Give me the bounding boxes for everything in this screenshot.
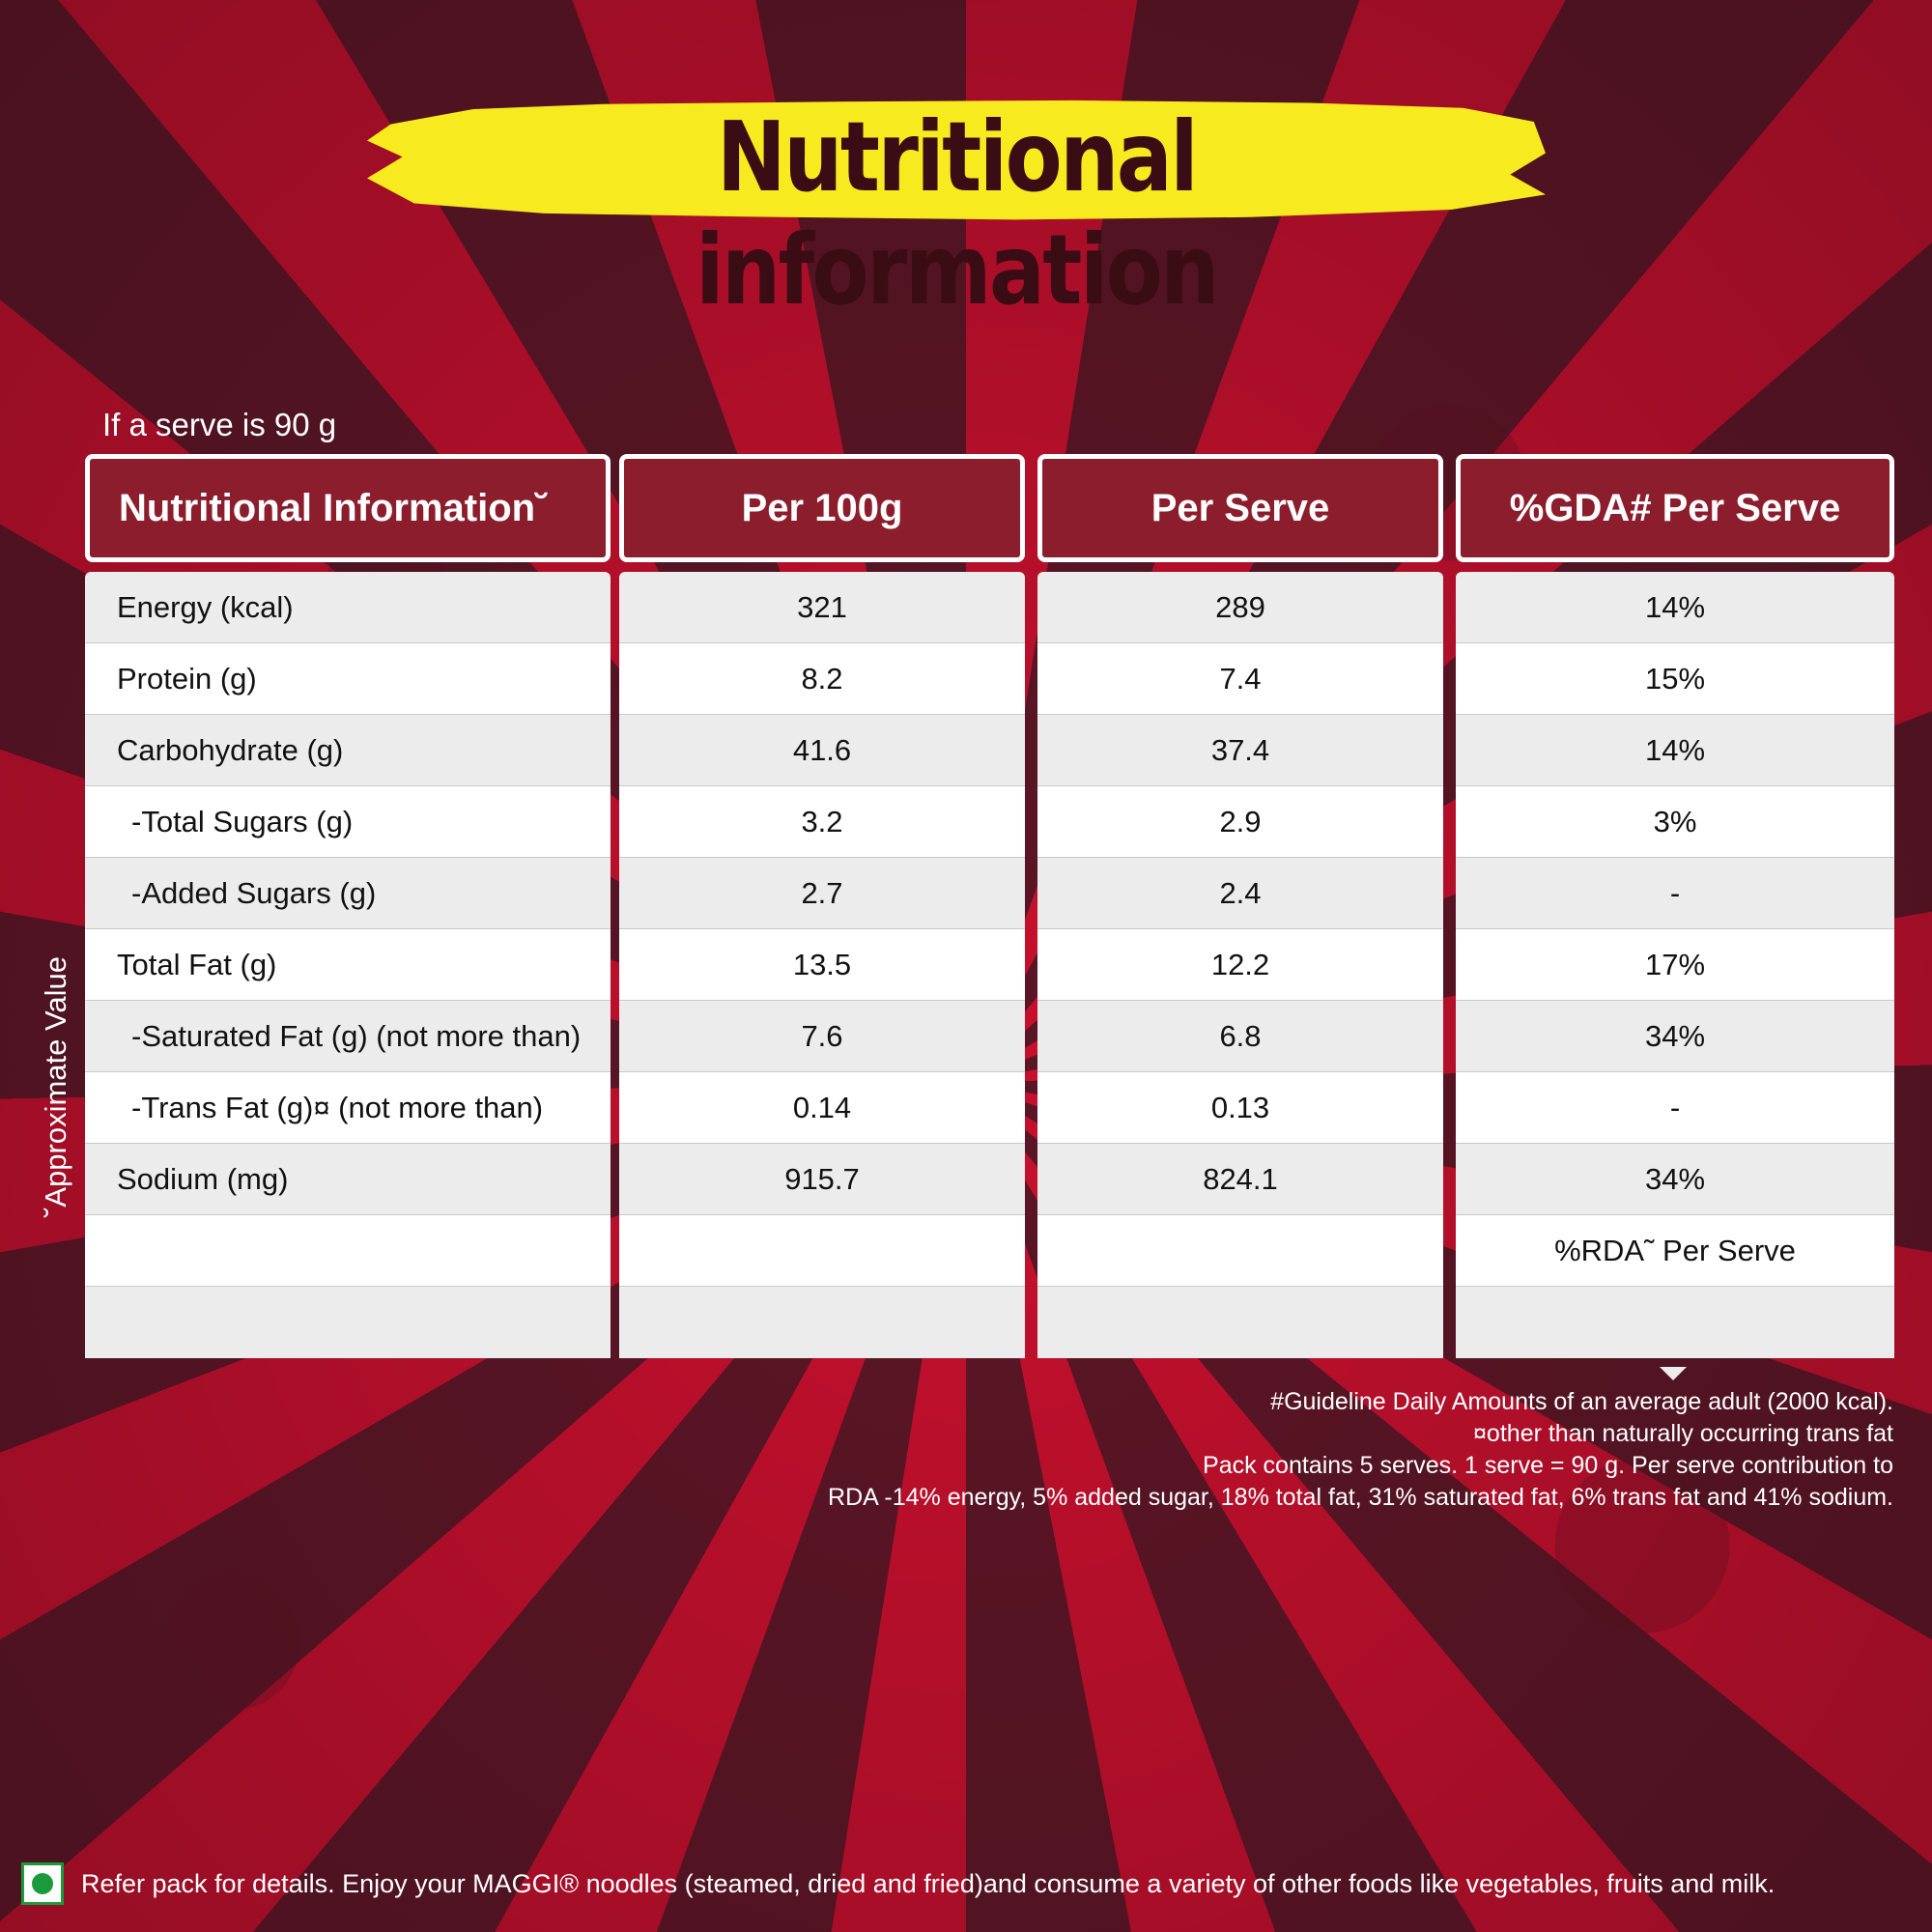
table-cell-per100: 7.6: [619, 1001, 1025, 1072]
table-cell-gda: -: [1456, 858, 1894, 929]
table-cell-perServe: 2.9: [1037, 786, 1443, 858]
table-cell-name: Protein (g): [85, 643, 611, 715]
table-cell-name: Total Fat (g): [85, 929, 611, 1001]
table-cell-perServe: 289: [1037, 572, 1443, 643]
table-cell-gda: %RDA˜ Per Serve: [1456, 1215, 1894, 1287]
column-nutrient: Nutritional Information˘ Energy (kcal) Pr…: [85, 454, 611, 1358]
footnotes: #Guideline Daily Amounts of an average a…: [734, 1386, 1893, 1514]
table-cell-name: Carbohydrate (g): [85, 715, 611, 786]
table-cell-name: -Trans Fat (g)¤ (not more than): [85, 1072, 611, 1144]
table-cell-per100: [619, 1287, 1025, 1358]
table-cell-gda: [1456, 1287, 1894, 1358]
table-cell-name: Sodium (mg): [85, 1144, 611, 1215]
table-cell-gda: 15%: [1456, 643, 1894, 715]
column-per-100g: Per 100g 321 8.2 41.6 3.2 2.7 13.5 7.6 0.14 915.…: [619, 454, 1025, 1358]
table-cell-perServe: 0.13: [1037, 1072, 1443, 1144]
footnote-trans-fat: ¤other than naturally occurring trans fa…: [1473, 1420, 1893, 1447]
serve-size-note: If a serve is 90 g: [102, 407, 337, 442]
table-cell-gda: 34%: [1456, 1144, 1894, 1215]
bottom-note: Refer pack for details. Enjoy your MAGGI…: [81, 1868, 1776, 1898]
table-cell-gda: 14%: [1456, 715, 1894, 786]
table-cell-gda: -: [1456, 1072, 1894, 1144]
per-serve-values: 289 7.4 37.4 2.9 2.4 12.2 6.8 0.13 824.1: [1037, 572, 1443, 1358]
table-cell-name: [85, 1287, 611, 1358]
table-cell-name: [85, 1215, 611, 1287]
table-cell-gda: 14%: [1456, 572, 1894, 643]
table-cell-name: Energy (kcal): [85, 572, 611, 643]
veg-mark-icon: [21, 1862, 64, 1905]
approximate-value-note: ˘Approximate Value: [39, 956, 72, 1217]
table-cell-name: -Total Sugars (g): [85, 786, 611, 858]
table-cell-gda: 34%: [1456, 1001, 1894, 1072]
rda-pointer-arrow: [1660, 1367, 1687, 1380]
page-title: Nutritional information: [696, 100, 1219, 327]
header-per-serve: Per Serve: [1037, 454, 1443, 562]
table-cell-gda: 17%: [1456, 929, 1894, 1001]
table-cell-perServe: 37.4: [1037, 715, 1443, 786]
header-nutritional-information: Nutritional Information˘: [85, 454, 611, 562]
table-cell-per100: 915.7: [619, 1144, 1025, 1215]
bottom-disclaimer: Refer pack for details. Enjoy your MAGGI…: [21, 1862, 1775, 1905]
footnote-rda: RDA -14% energy, 5% added sugar, 18% tot…: [828, 1484, 1893, 1511]
table-cell-per100: 321: [619, 572, 1025, 643]
table-cell-per100: 3.2: [619, 786, 1025, 858]
table-cell-per100: 13.5: [619, 929, 1025, 1001]
yellow-brush-stroke: [367, 99, 1546, 220]
table-cell-per100: 8.2: [619, 643, 1025, 715]
table-cell-name: -Added Sugars (g): [85, 858, 611, 929]
table-cell-per100: 41.6: [619, 715, 1025, 786]
table-cell-perServe: [1037, 1287, 1443, 1358]
title-banner: Nutritional information: [367, 79, 1546, 327]
table-cell-perServe: 6.8: [1037, 1001, 1443, 1072]
table-cell-per100: 0.14: [619, 1072, 1025, 1144]
table-cell-perServe: 12.2: [1037, 929, 1443, 1001]
table-cell-per100: 2.7: [619, 858, 1025, 929]
table-cell-perServe: [1037, 1215, 1443, 1287]
column-gda: %GDA# Per Serve 14% 15% 14% 3% -17% 34% -34% %R…: [1456, 454, 1894, 1358]
table-cell-name: -Saturated Fat (g) (not more than): [85, 1001, 611, 1072]
table-cell-perServe: 7.4: [1037, 643, 1443, 715]
nutrient-names: Energy (kcal) Protein (g) Carbohydrate (g)…: [85, 572, 611, 1358]
table-cell-perServe: 824.1: [1037, 1144, 1443, 1215]
header-gda-per-serve: %GDA# Per Serve: [1456, 454, 1894, 562]
column-per-serve: Per Serve 289 7.4 37.4 2.9 2.4 12.2 6.8 0.13 824…: [1037, 454, 1443, 1358]
footnote-gda: #Guideline Daily Amounts of an average a…: [1270, 1388, 1893, 1415]
table-cell-gda: 3%: [1456, 786, 1894, 858]
header-per-100g: Per 100g: [619, 454, 1025, 562]
footnote-pack: Pack contains 5 serves. 1 serve = 90 g. …: [1203, 1452, 1893, 1479]
table-cell-per100: [619, 1215, 1025, 1287]
per-100g-values: 321 8.2 41.6 3.2 2.7 13.5 7.6 0.14 915.7: [619, 572, 1025, 1358]
gda-values: 14% 15% 14% 3% -17% 34% -34% %RDA˜ Per Serve: [1456, 572, 1894, 1358]
table-cell-perServe: 2.4: [1037, 858, 1443, 929]
